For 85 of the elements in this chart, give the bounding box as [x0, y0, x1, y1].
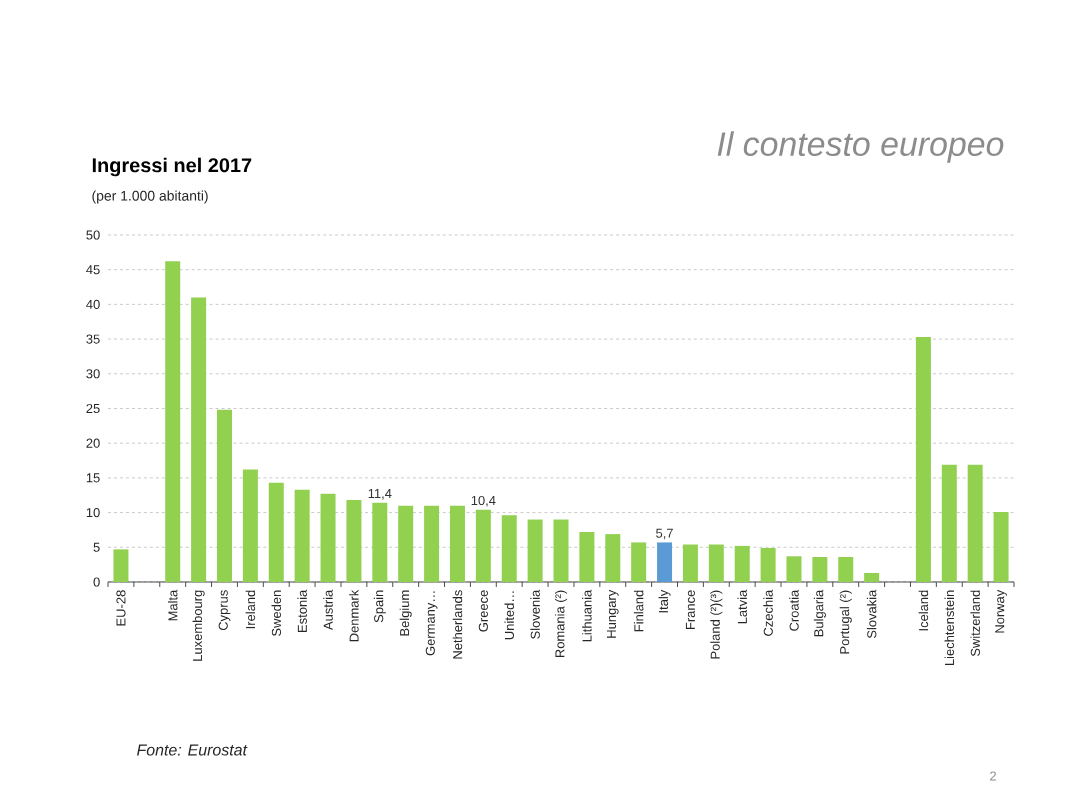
bar: [786, 556, 802, 582]
data-label: 5,7: [656, 528, 673, 540]
x-tick-label: Finland: [633, 590, 644, 632]
x-tick-label: Portugal (²): [839, 590, 852, 654]
bar: [527, 519, 543, 582]
x-tick-label: Spain: [373, 590, 386, 623]
bar: [734, 545, 750, 582]
bar: [993, 511, 1009, 582]
x-tick-label: Malta: [167, 589, 178, 621]
bar: [113, 549, 129, 582]
bar: [217, 409, 232, 582]
bar: [760, 547, 776, 582]
x-tick-label: Hungary: [606, 589, 619, 638]
bar: [579, 532, 595, 582]
x-tick-label: Switzerland: [970, 590, 980, 657]
bar: [605, 534, 621, 582]
x-tick-label: Slovenia: [530, 589, 540, 639]
bar: [449, 505, 465, 582]
bar: [268, 482, 284, 582]
text: Il contesto europeo: [717, 131, 1004, 163]
bar: [346, 500, 362, 582]
x-tick-label: Greece: [478, 590, 488, 632]
bar: [501, 515, 517, 582]
y-tick-label: 20: [86, 438, 100, 448]
bar: [191, 297, 207, 582]
x-tick-label: Czechia: [763, 589, 773, 636]
x-tick-label: Italy: [658, 589, 671, 613]
bar: [812, 557, 828, 582]
x-tick-label: Latvia: [737, 589, 747, 624]
bar: [553, 519, 569, 582]
data-label: 11,4: [368, 489, 392, 500]
bar: [424, 505, 440, 582]
x-tick-label: Romania (²): [554, 590, 568, 658]
bar: [941, 464, 957, 582]
x-tick-label: Slovakia: [866, 589, 877, 639]
x-tick-label: Liechtenstein: [944, 590, 955, 666]
x-tick-label: United…: [504, 591, 514, 640]
bar: [165, 261, 181, 582]
x-tick-label: Cyprus: [218, 590, 231, 631]
bar: [838, 557, 854, 582]
text: 2: [990, 771, 996, 781]
y-tick-label: 45: [86, 265, 100, 275]
y-tick-label: 50: [86, 230, 100, 240]
bar: [708, 544, 724, 582]
bar: [631, 542, 647, 582]
y-tick-label: 40: [86, 299, 100, 309]
data-label: 10,4: [471, 495, 496, 507]
bar: [967, 464, 983, 582]
x-tick-label: Denmark: [349, 589, 359, 642]
y-tick-label: 25: [86, 403, 100, 414]
bar: [915, 337, 931, 582]
x-tick-label: Luxembourg: [192, 590, 205, 661]
bar: [294, 489, 310, 582]
x-tick-label: EU-28: [116, 590, 126, 626]
bar: [475, 509, 491, 582]
x-tick-label: Croatia: [789, 589, 799, 631]
x-tick-label: Lithuania: [582, 589, 592, 642]
x-tick-label: Ireland: [245, 590, 256, 629]
bar: [320, 493, 336, 582]
x-tick-label: Bulgaria: [813, 589, 826, 637]
y-tick-label: 15: [86, 473, 100, 483]
y-tick-label: 30: [86, 369, 100, 379]
x-tick-label: Netherlands: [452, 590, 463, 659]
x-tick-label: Austria: [323, 589, 333, 631]
bar: [864, 572, 880, 582]
x-tick-label: Iceland: [918, 590, 929, 631]
bar: [242, 469, 258, 582]
y-tick-label: 5: [93, 542, 100, 552]
x-tick-label: Sweden: [271, 590, 282, 636]
y-tick-label: 35: [86, 334, 100, 344]
bar: [682, 544, 698, 582]
y-tick-label: 0: [93, 577, 100, 587]
x-tick-label: Estonia: [297, 589, 307, 632]
bar: [657, 542, 673, 582]
chart-subtitle: (per 1.000 abitanti): [92, 190, 208, 204]
x-tick-label: Germany…: [425, 591, 438, 656]
source-note: Fonte: Eurostat: [137, 744, 248, 756]
chart-title: Ingressi nel 2017: [92, 157, 252, 177]
x-tick-label: France: [685, 590, 695, 629]
x-tick-label: Poland (²)(³): [710, 590, 723, 659]
x-tick-label: Norway: [995, 589, 1007, 633]
x-tick-label: Belgium: [399, 590, 412, 636]
y-tick-label: 10: [86, 508, 100, 518]
bar: [398, 505, 414, 582]
bar: [372, 502, 388, 582]
